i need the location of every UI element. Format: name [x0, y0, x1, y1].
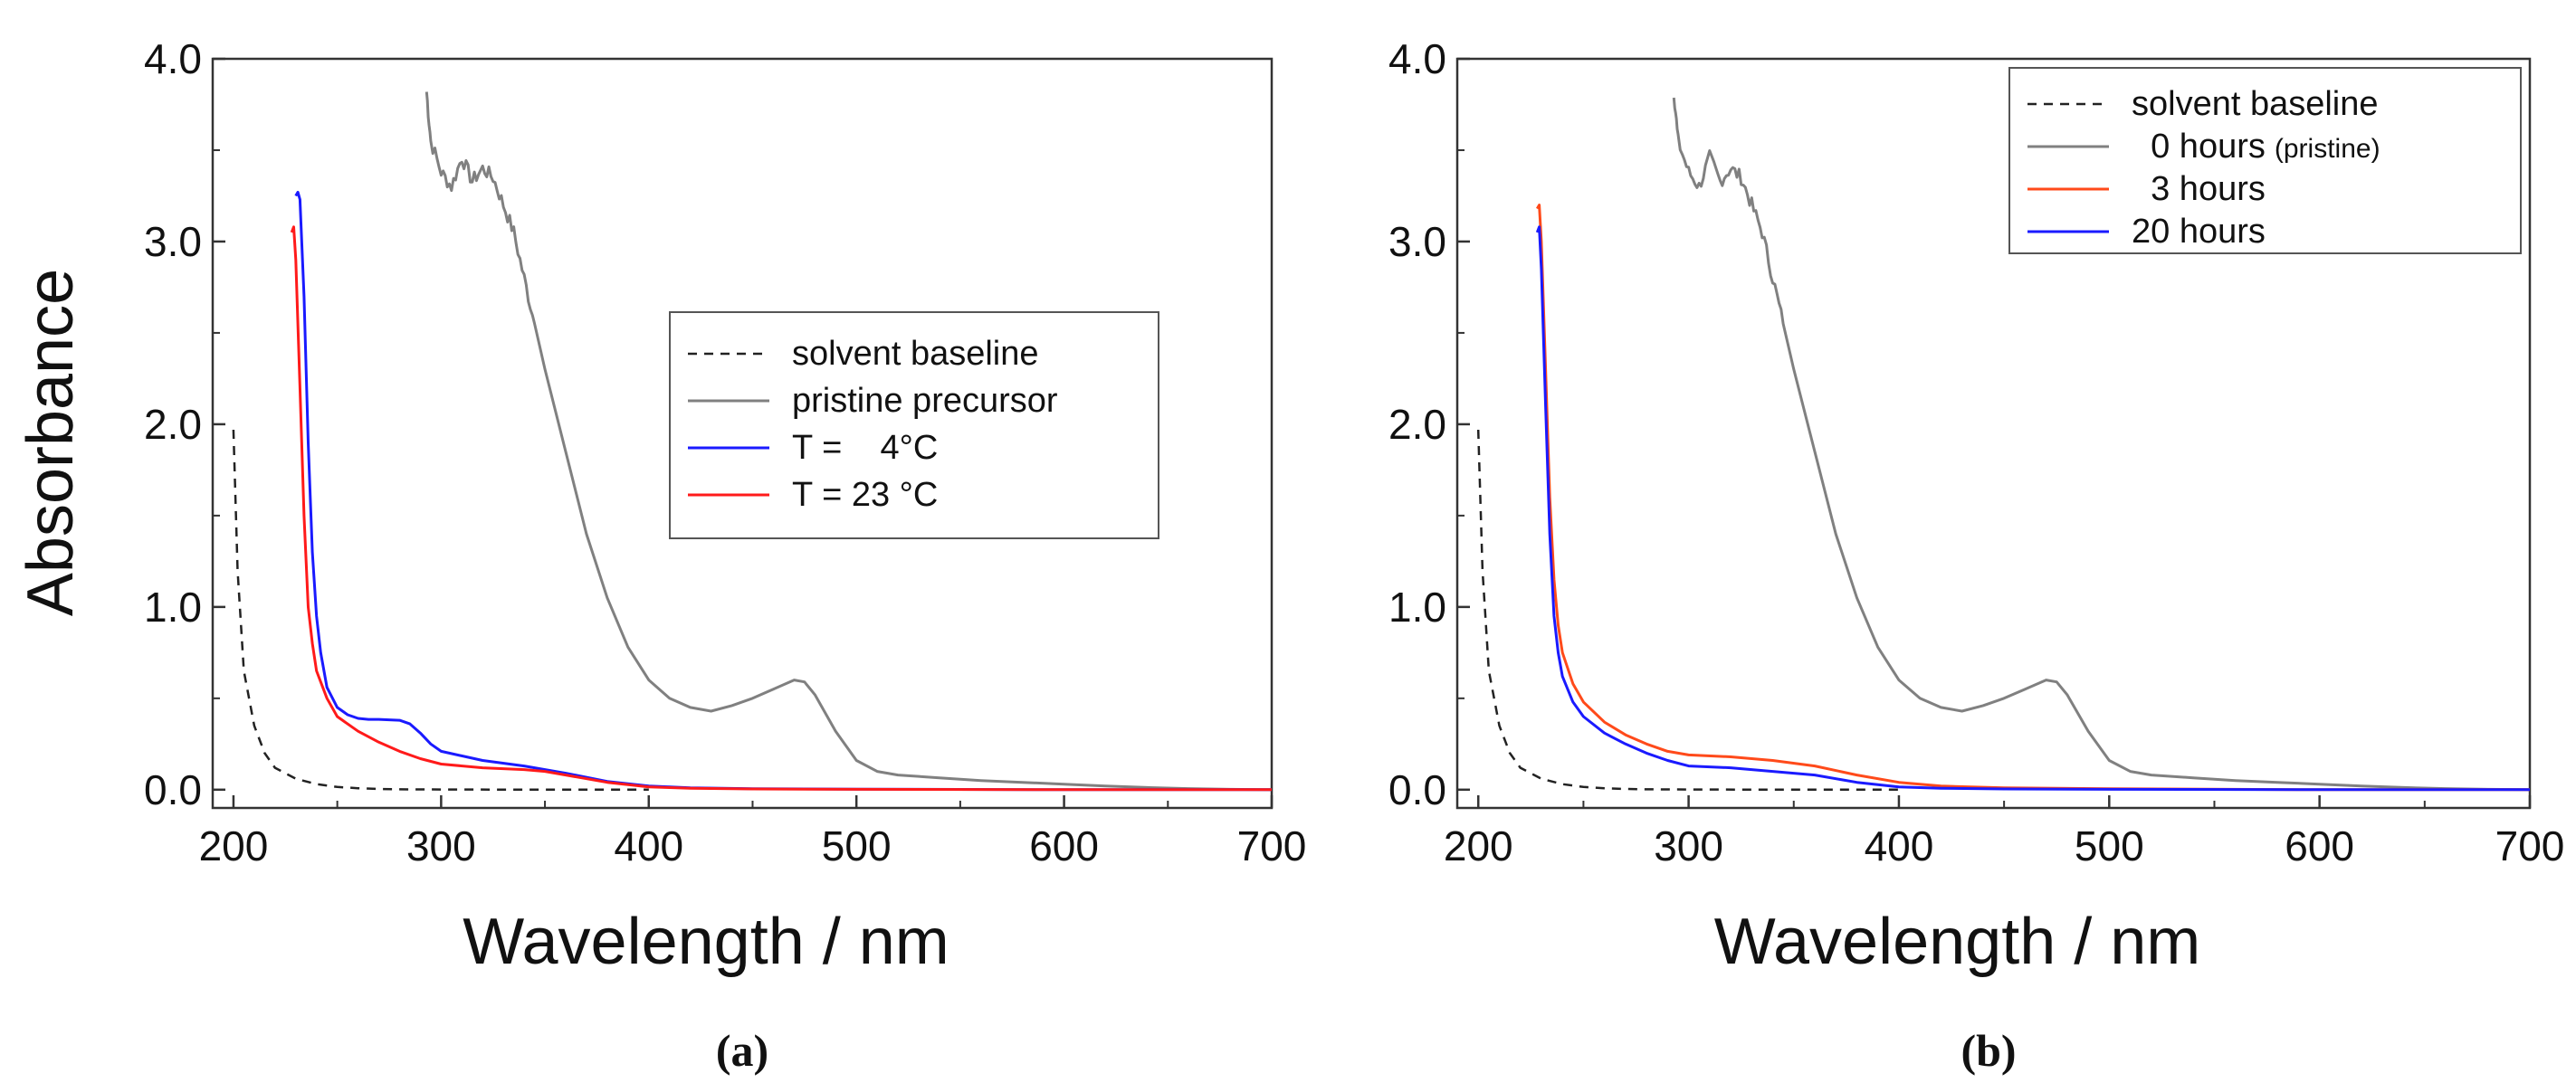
y-tick-label: 1.0: [1388, 584, 1446, 631]
legend-label-3: T = 4°C: [792, 429, 938, 467]
series-line-3: [1535, 204, 2530, 792]
plot-frame: [211, 57, 1274, 810]
legend-name: 20 hours: [2132, 213, 2266, 251]
legend-box: [669, 311, 1159, 539]
x-tick-label: 200: [1444, 822, 1513, 869]
legend-name: T = 23 °C: [792, 476, 938, 514]
y-tick-label: 4.0: [144, 35, 202, 82]
legend-name: 0 hours: [2132, 128, 2266, 166]
y-tick-label: 2.0: [1388, 401, 1446, 448]
x-tick-label: 200: [199, 822, 269, 869]
legend-label-4: 20 hours: [2132, 213, 2266, 251]
legend-name: solvent baseline: [2132, 85, 2379, 123]
legend-label-2: 0 hours (pristine): [2132, 128, 2380, 166]
x-tick-label: 500: [2075, 822, 2144, 869]
x-tick-label: 700: [2495, 822, 2565, 869]
y-tick-label: 4.0: [1388, 35, 1446, 82]
y-tick-label: 0.0: [144, 766, 202, 813]
series-line-1: [1476, 429, 1899, 792]
x-tick-label: 600: [2285, 822, 2354, 869]
legend-name: pristine precursor: [792, 382, 1058, 420]
panel-label: (b): [1961, 1025, 2016, 1076]
legend-label-3: 3 hours: [2132, 170, 2266, 208]
x-tick-label: 300: [406, 822, 476, 869]
chart-panel-b: 200 300 400 500 600 700 0.0 1.0 2.0 3.0 4.0 Wavelen…: [1388, 35, 2564, 1076]
legend-name: 3 hours: [2132, 170, 2266, 208]
x-axis-title: Wavelength / nm: [1714, 906, 2201, 978]
series-line-4: [1535, 225, 2530, 792]
legend-label-1: solvent baseline: [792, 335, 1039, 373]
legend-label-2: pristine precursor: [792, 382, 1058, 420]
legend: solvent baseline 0 hours (pristine) 3 hou…: [2008, 67, 2522, 254]
legend-name: T = 4°C: [792, 429, 938, 467]
series-line-2: [425, 91, 1273, 792]
legend-label-1: solvent baseline: [2132, 85, 2379, 123]
legend: solvent baseline pristine precursor T = 4°…: [669, 311, 1159, 539]
panel-label: (a): [716, 1025, 768, 1076]
chart-panel-a: 200 300 400 500 600 700 0.0 1.0 2.0 3.0 4.0 Wavelen…: [14, 35, 1306, 1076]
x-tick-label: 400: [1865, 822, 1934, 869]
y-tick-label: 2.0: [144, 401, 202, 448]
series-line-2: [1672, 97, 2531, 792]
y-tick-label: 0.0: [1388, 766, 1446, 813]
y-tick-label: 3.0: [144, 218, 202, 265]
legend-label-4: T = 23 °C: [792, 476, 938, 514]
series-line-4: [290, 225, 1272, 792]
legend-name: solvent baseline: [792, 335, 1039, 373]
x-tick-label: 500: [822, 822, 892, 869]
x-tick-label: 300: [1654, 822, 1723, 869]
y-tick-label: 3.0: [1388, 218, 1446, 265]
legend-box: [2008, 67, 2522, 254]
y-axis-title: Absorbance: [14, 269, 87, 616]
x-axis-title: Wavelength / nm: [463, 906, 949, 978]
x-tick-label: 600: [1029, 822, 1099, 869]
series-line-1: [232, 429, 649, 792]
x-tick-label: 400: [614, 822, 683, 869]
legend-note: (pristine): [2275, 134, 2380, 164]
x-tick-label: 700: [1237, 822, 1307, 869]
plot-frame: [1455, 57, 2532, 810]
y-tick-label: 1.0: [144, 584, 202, 631]
